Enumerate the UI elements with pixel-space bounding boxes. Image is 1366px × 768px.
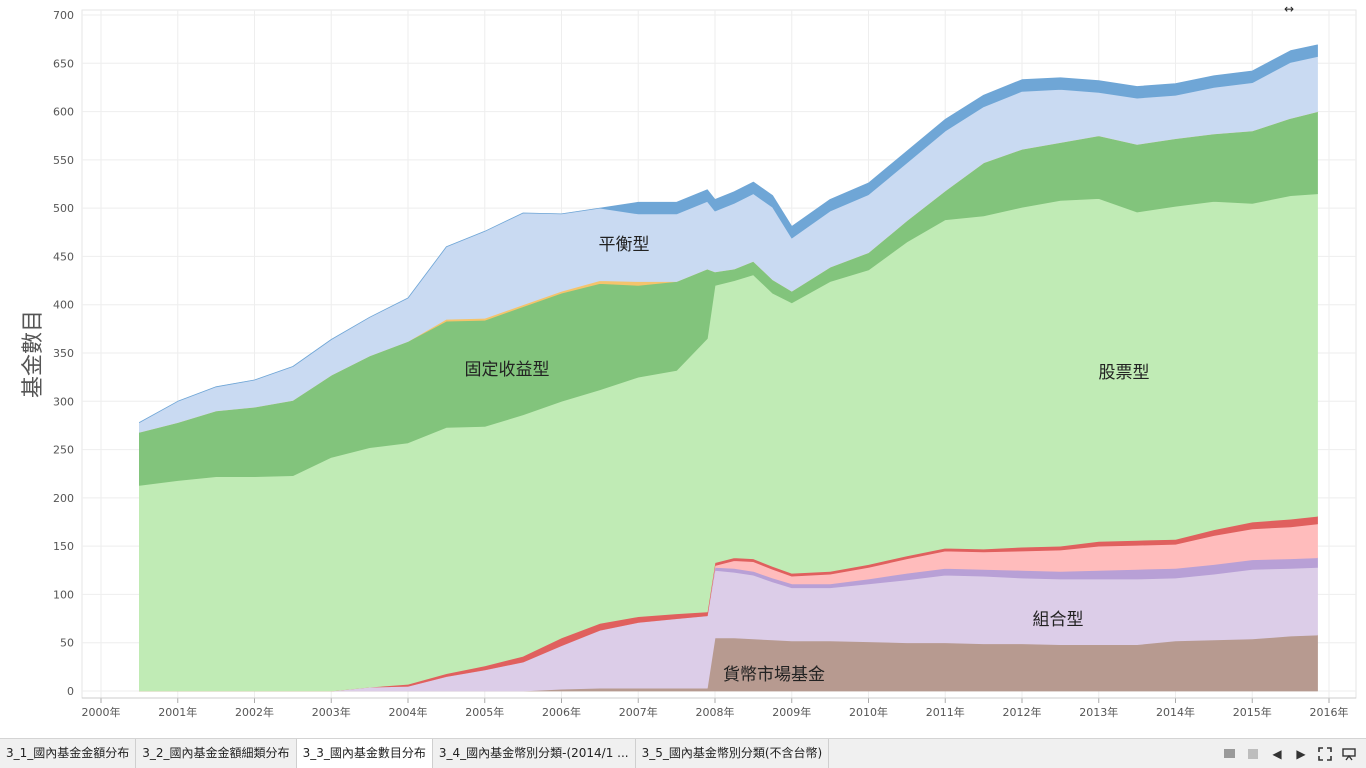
x-tick-label: 2002年 — [235, 705, 274, 719]
next-sheet-icon[interactable]: ▶ — [1296, 746, 1306, 761]
y-tick-label: 0 — [67, 685, 74, 698]
resize-arrow-icon[interactable]: ↔ — [1284, 2, 1295, 16]
tab-3-4[interactable]: 3_4_國內基金幣別分類-(2014/1 ... — [433, 739, 636, 768]
x-tick-label: 2004年 — [389, 705, 428, 719]
x-tick-label: 2013年 — [1079, 705, 1118, 719]
x-tick-label: 2009年 — [772, 705, 811, 719]
label-money-market: 貨幣市場基金 — [723, 665, 825, 685]
y-axis: 0 50 100 150 200 250 300 350 400 450 500 550 600 650 7… — [53, 9, 74, 698]
x-tick-label: 2010年 — [849, 705, 888, 719]
label-fixed-income: 固定收益型 — [465, 360, 550, 380]
y-tick-label: 650 — [53, 57, 74, 70]
y-tick-label: 350 — [53, 347, 74, 360]
x-tick-label: 2001年 — [158, 705, 197, 719]
grid-view-icon[interactable] — [1220, 745, 1238, 763]
area-series-9[interactable] — [139, 44, 1318, 423]
x-tick-label: 2008年 — [696, 705, 735, 719]
y-tick-label: 50 — [60, 637, 74, 650]
y-tick-label: 400 — [53, 299, 74, 312]
x-tick-label: 2005年 — [465, 705, 504, 719]
y-axis-label: 基金數目 — [21, 310, 46, 398]
single-view-icon[interactable] — [1244, 745, 1262, 763]
x-tick-label: 2015年 — [1233, 705, 1272, 719]
tab-3-5[interactable]: 3_5_國內基金幣別分類(不含台幣) — [636, 739, 830, 768]
tab-3-3[interactable]: 3_3_國內基金數目分布 — [296, 739, 433, 768]
y-tick-label: 450 — [53, 250, 74, 263]
tab-3-1[interactable]: 3_1_國內基金金額分布 — [0, 739, 137, 768]
area-series — [139, 44, 1318, 692]
y-tick-label: 300 — [53, 395, 74, 408]
y-tick-label: 250 — [53, 444, 74, 457]
x-tick-label: 2006年 — [542, 705, 581, 719]
label-fund-of-funds: 組合型 — [1033, 610, 1084, 630]
y-tick-label: 200 — [53, 492, 74, 505]
tab-3-2[interactable]: 3_2_國內基金金額細類分布 — [136, 739, 297, 768]
x-tick-label: 2012年 — [1003, 705, 1042, 719]
x-tick-label: 2003年 — [312, 705, 351, 719]
x-tick-label: 2014年 — [1156, 705, 1195, 719]
y-tick-label: 500 — [53, 202, 74, 215]
x-axis: 2000年 2001年 2002年 2003年 2004年 2005年 2006年 2007年… — [82, 697, 1356, 719]
y-tick-label: 150 — [53, 540, 74, 553]
label-equity: 股票型 — [1099, 363, 1150, 383]
x-tick-label: 2000年 — [82, 705, 121, 719]
presentation-icon[interactable] — [1340, 745, 1358, 763]
y-tick-label: 700 — [53, 9, 74, 22]
x-tick-label: 2016年 — [1310, 705, 1349, 719]
y-tick-label: 600 — [53, 106, 74, 119]
x-tick-label: 2007年 — [619, 705, 658, 719]
y-tick-label: 550 — [53, 154, 74, 167]
label-balanced: 平衡型 — [599, 235, 650, 255]
y-tick-label: 100 — [53, 588, 74, 601]
prev-sheet-icon[interactable]: ◀ — [1272, 746, 1282, 761]
stacked-area-chart: 0 50 100 150 200 250 300 350 400 450 500 550 600 650 7… — [21, 9, 1357, 719]
sheet-controls: ◀ ▶ — [1220, 739, 1366, 768]
sheet-tab-bar: 3_1_國內基金金額分布 3_2_國內基金金額細類分布 3_3_國內基金數目分布… — [0, 738, 1366, 768]
area-annotations: 平衡型 固定收益型 股票型 組合型 貨幣市場基金 — [465, 235, 1150, 685]
x-tick-label: 2011年 — [926, 705, 965, 719]
fullscreen-icon[interactable] — [1316, 745, 1334, 763]
